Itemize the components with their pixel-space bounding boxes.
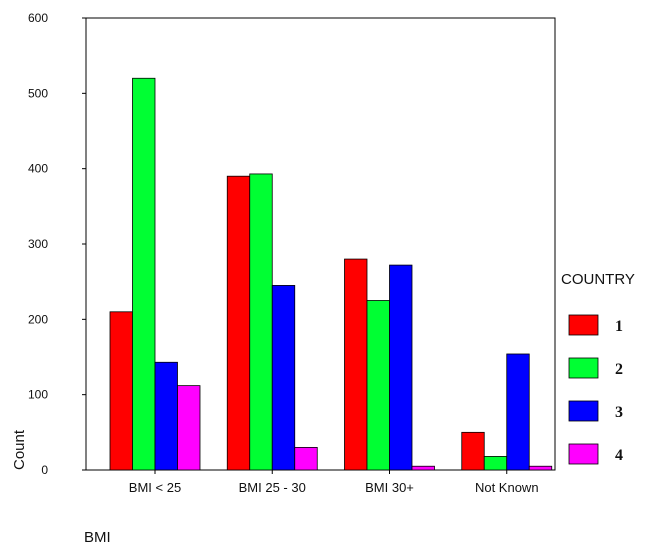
- legend-title: COUNTRY: [561, 271, 635, 288]
- x-axis: BMI < 25 BMI 25 - 30 BMI 30+ Not Known: [129, 470, 539, 495]
- bar-4-0: [177, 385, 201, 471]
- legend-swatch-1: [568, 314, 599, 336]
- legend-swatch-2: [568, 357, 599, 379]
- bar-2-2: [366, 300, 390, 471]
- bar-1-3: [461, 431, 485, 471]
- legend: COUNTRY 1 2 3 4: [561, 271, 635, 465]
- y-axis: 0 100 200 300 400 500 600: [28, 11, 86, 477]
- bar-1-2: [344, 258, 368, 471]
- y-axis-title: Count: [11, 429, 28, 470]
- legend-label-3: 3: [615, 404, 623, 421]
- bar-3-0: [154, 361, 178, 471]
- bar-2-1: [249, 173, 273, 471]
- legend-label-4: 4: [615, 447, 623, 464]
- bar-3-2: [389, 264, 413, 471]
- legend-swatch-3: [568, 400, 599, 422]
- bar-3-3: [506, 353, 530, 471]
- legend-label-2: 2: [615, 361, 623, 378]
- x-tick-label: BMI 25 - 30: [239, 480, 306, 495]
- legend-swatch-4: [568, 443, 599, 465]
- bar-4-3: [528, 465, 553, 471]
- bar-2-0: [132, 77, 156, 471]
- bar-1-1: [226, 175, 251, 471]
- y-tick-label: 100: [28, 388, 48, 402]
- bar-4-2: [411, 465, 435, 471]
- x-tick-label: Not Known: [475, 480, 539, 495]
- bar-1-0: [109, 311, 133, 471]
- y-tick-label: 400: [28, 162, 48, 176]
- y-tick-label: 0: [41, 463, 48, 477]
- x-axis-title: BMI: [84, 529, 111, 546]
- y-tick-label: 600: [28, 11, 48, 25]
- y-tick-label: 200: [28, 312, 48, 326]
- bar-4-1: [294, 446, 318, 471]
- bar-3-1: [271, 285, 296, 471]
- x-tick-label: BMI < 25: [129, 480, 181, 495]
- y-tick-label: 300: [28, 237, 48, 251]
- bar-2-3: [483, 456, 508, 471]
- y-tick-label: 500: [28, 86, 48, 100]
- legend-label-1: 1: [615, 318, 623, 335]
- bars: [109, 77, 553, 471]
- x-tick-label: BMI 30+: [365, 480, 414, 495]
